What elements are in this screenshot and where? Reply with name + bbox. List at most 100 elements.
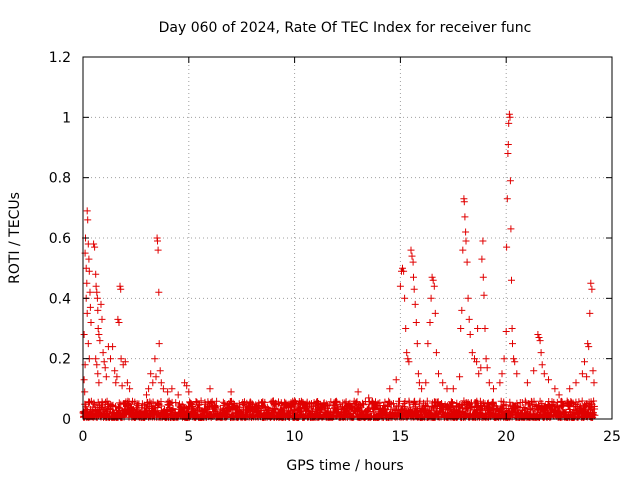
data-point: [555, 391, 563, 399]
data-point: [365, 394, 373, 402]
data-point: [97, 300, 105, 308]
data-point: [508, 325, 516, 332]
data-point: [185, 388, 193, 396]
data-point: [474, 325, 482, 332]
data-point: [404, 355, 412, 363]
data-point: [99, 349, 107, 357]
data-point: [126, 385, 134, 393]
data-point: [410, 285, 418, 293]
data-point: [590, 379, 598, 387]
data-point: [415, 379, 423, 387]
data-point: [145, 385, 153, 393]
data-point: [154, 246, 162, 254]
data-points: [79, 110, 599, 421]
data-point: [248, 400, 256, 408]
data-point: [396, 282, 404, 290]
data-point: [422, 379, 430, 387]
data-point: [84, 216, 92, 224]
data-point: [468, 349, 476, 357]
data-point: [90, 240, 98, 248]
data-point: [155, 340, 163, 348]
data-point: [588, 285, 596, 293]
data-point: [545, 376, 552, 384]
data-point: [333, 403, 341, 411]
data-point: [116, 282, 124, 290]
data-point: [435, 370, 442, 378]
data-point: [578, 370, 586, 378]
data-point: [586, 309, 594, 317]
data-point: [183, 382, 191, 390]
y-tick-label: 0.2: [49, 352, 71, 368]
data-point: [405, 358, 413, 366]
data-point: [503, 195, 511, 203]
data-point: [413, 340, 421, 348]
data-point: [503, 243, 511, 251]
data-point: [430, 282, 438, 290]
data-point: [83, 309, 91, 317]
data-point: [114, 315, 122, 323]
data-point: [431, 309, 439, 317]
y-axis-label: ROTI / TECUs: [7, 192, 23, 284]
data-point: [426, 319, 434, 326]
data-point: [429, 276, 437, 284]
data-point: [583, 373, 591, 381]
data-point: [482, 355, 490, 363]
data-point: [102, 373, 110, 381]
data-point: [400, 267, 408, 275]
data-point: [85, 267, 93, 275]
data-point: [535, 334, 543, 341]
data-point: [95, 331, 103, 338]
data-point: [168, 385, 176, 393]
data-point: [354, 388, 362, 396]
data-point: [80, 376, 88, 384]
data-point: [465, 315, 473, 323]
x-tick-label: 5: [184, 429, 193, 445]
data-point: [427, 294, 435, 302]
data-point: [509, 340, 516, 348]
data-point: [428, 273, 436, 281]
data-point: [506, 113, 514, 121]
data-point: [485, 379, 493, 387]
data-point: [156, 367, 164, 375]
data-point: [477, 364, 485, 372]
data-point: [424, 340, 432, 348]
data-point: [95, 379, 103, 387]
data-point: [96, 337, 104, 345]
data-point: [112, 379, 120, 387]
data-point: [443, 385, 451, 393]
data-point: [117, 355, 125, 363]
data-point: [100, 358, 108, 366]
data-point: [473, 358, 481, 366]
data-point: [589, 367, 597, 375]
y-tick-label: 1.2: [49, 50, 71, 66]
data-point: [93, 294, 101, 302]
data-point: [462, 237, 470, 245]
data-point: [85, 255, 93, 263]
data-point: [154, 237, 161, 245]
data-point: [312, 400, 320, 408]
data-point: [504, 141, 512, 148]
data-point: [118, 382, 126, 390]
data-point: [143, 391, 150, 399]
data-point: [490, 385, 497, 393]
data-point: [500, 355, 508, 363]
data-point: [461, 213, 469, 221]
data-point: [386, 385, 394, 393]
data-point: [80, 331, 88, 338]
data-point: [414, 370, 422, 378]
data-point: [155, 288, 163, 296]
axis-ticks: 0 5 10 15 20 25 0 0.2 0.4 0.6 0.8 1 1.2: [49, 50, 621, 445]
data-point: [87, 319, 95, 326]
data-point: [407, 246, 415, 254]
data-point: [410, 273, 417, 281]
data-point: [498, 370, 506, 378]
data-point: [534, 331, 542, 338]
data-point: [584, 340, 592, 348]
data-point: [147, 370, 155, 378]
data-point: [117, 285, 125, 293]
y-tick-label: 0.6: [49, 231, 71, 247]
data-point: [159, 385, 167, 393]
data-point: [504, 150, 512, 157]
data-point: [540, 370, 548, 378]
data-point: [587, 279, 595, 287]
